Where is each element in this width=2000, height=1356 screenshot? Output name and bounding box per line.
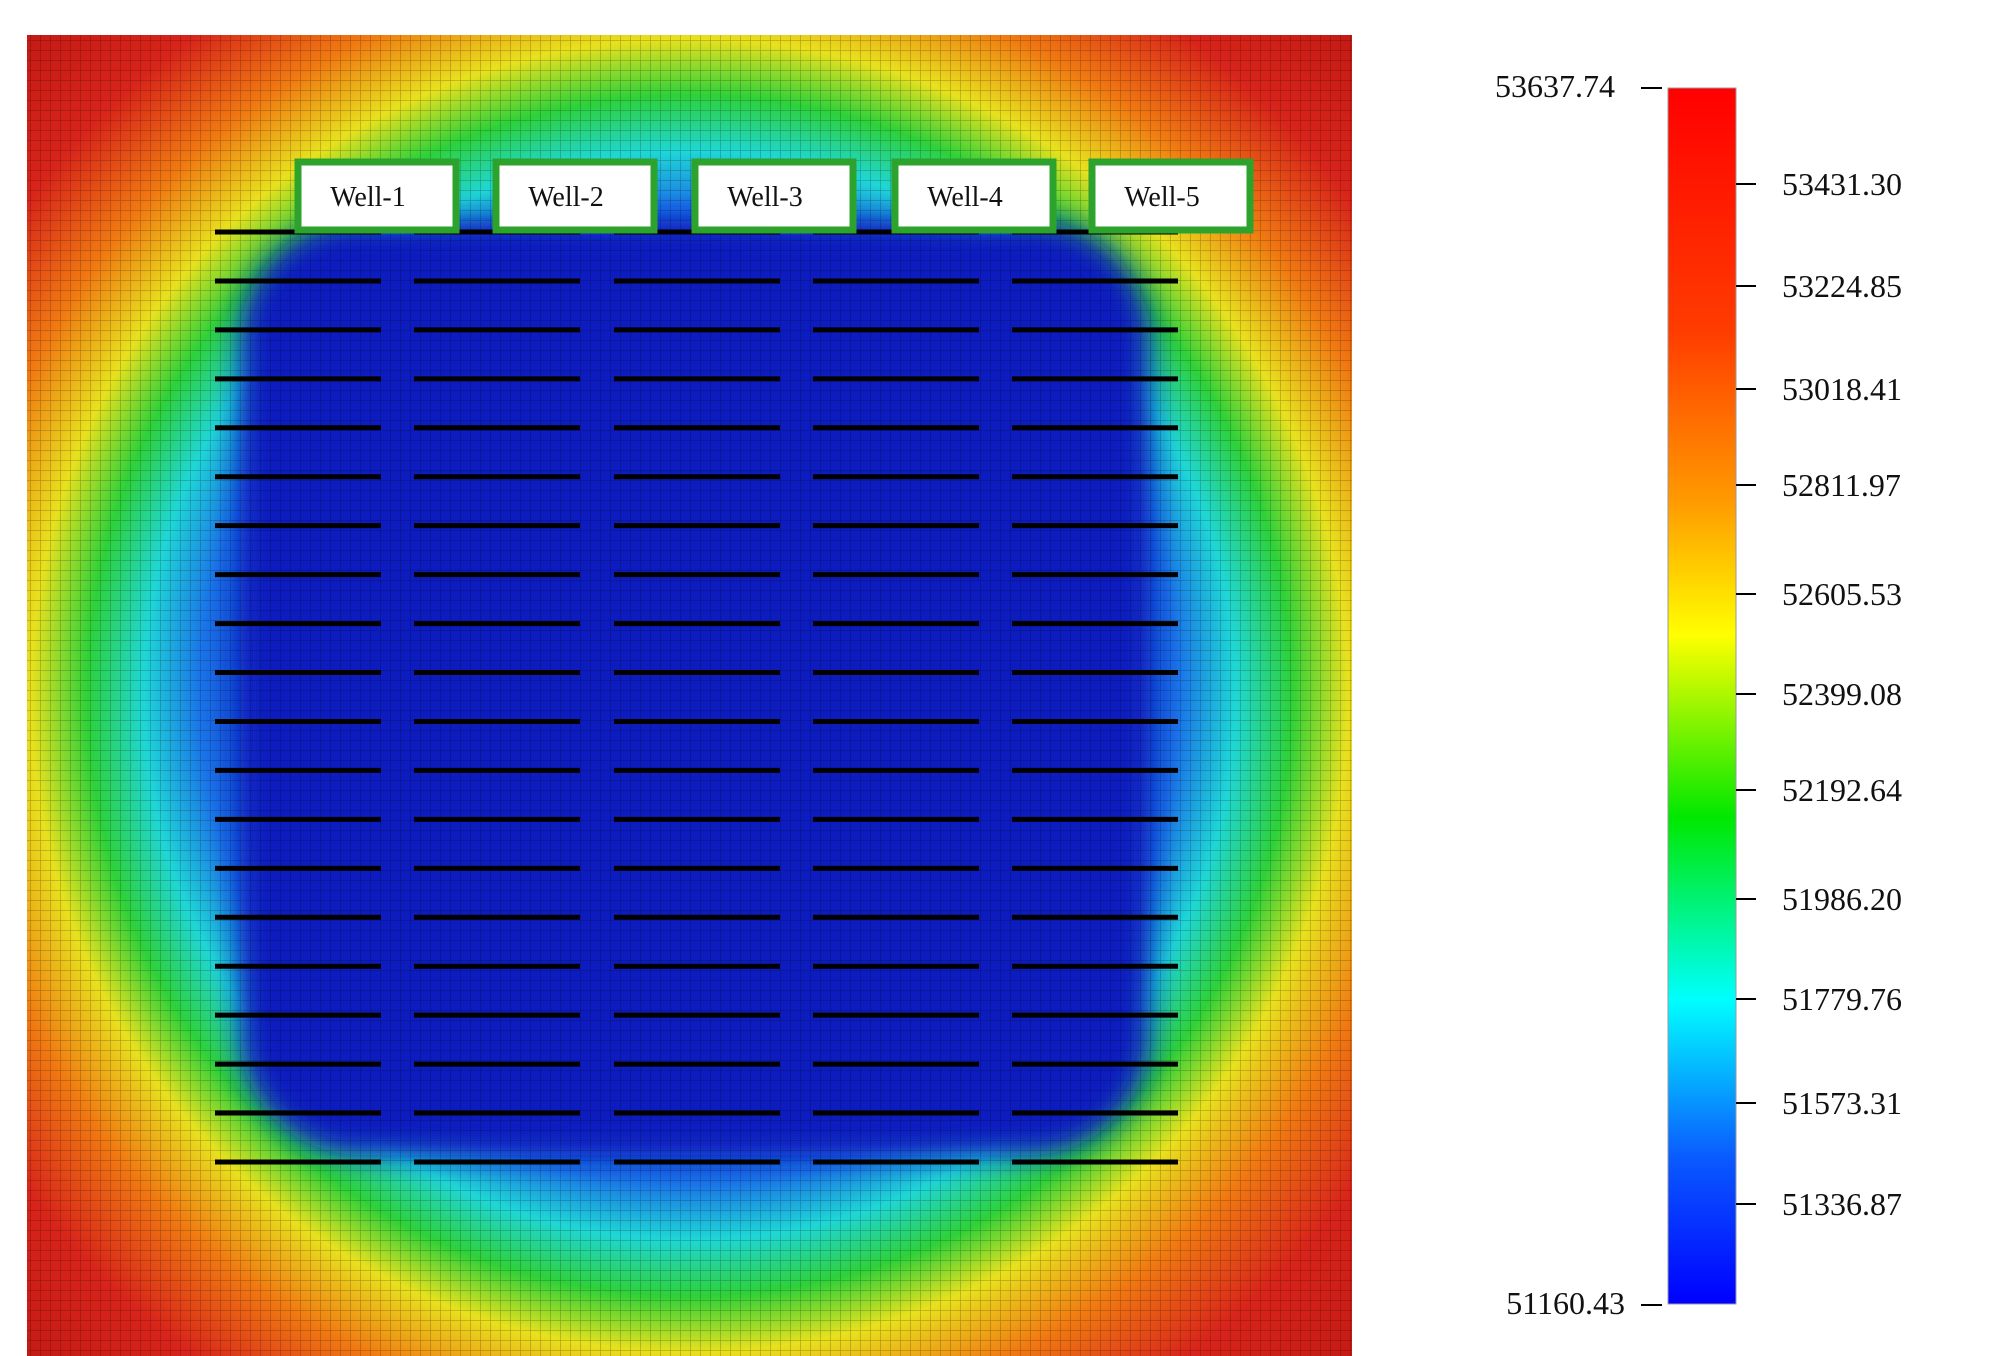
well-label-text: Well-2 <box>528 182 604 213</box>
well-label: Well-4 <box>891 158 1057 234</box>
well-label-box <box>1088 158 1254 234</box>
well-label-box <box>294 158 460 234</box>
colorbar-ticks: 53431.30 53224.85 53018.41 52811.97 52605.53… <box>1736 166 1902 1222</box>
well-label-text: Well-5 <box>1124 182 1200 213</box>
colorbar-tick-label: 51986.20 <box>1782 881 1902 917</box>
colorbar-tick-label: 52811.97 <box>1782 467 1901 503</box>
well-label: Well-5 <box>1088 158 1254 234</box>
colorbar: 53637.74 51160.43 53431.30 53224.85 53018.… <box>1495 68 1902 1321</box>
colorbar-tick-label: 52605.53 <box>1782 576 1902 612</box>
well-labels: Well-1 Well-2 Well-3 Well-4 Well-5 <box>294 158 1254 234</box>
well-label-text: Well-3 <box>727 182 803 213</box>
well-label: Well-1 <box>294 158 460 234</box>
well-label-text: Well-4 <box>927 182 1003 213</box>
colorbar-tick-label: 51573.31 <box>1782 1085 1902 1121</box>
heatmap-plot: Well-1 Well-2 Well-3 Well-4 Well-5 <box>27 35 1352 1356</box>
colorbar-max-label: 53637.74 <box>1495 68 1615 104</box>
colorbar-tick-label: 53018.41 <box>1782 371 1902 407</box>
mesh-grid <box>27 35 1352 1356</box>
well-label-text: Well-1 <box>330 182 406 213</box>
colorbar-tick-label: 51336.87 <box>1782 1186 1902 1222</box>
colorbar-tick-label: 52399.08 <box>1782 676 1902 712</box>
colorbar-gradient-bar <box>1667 87 1737 1305</box>
colorbar-tick-label: 53431.30 <box>1782 166 1902 202</box>
well-label: Well-2 <box>492 158 658 234</box>
well-label-box <box>691 158 857 234</box>
well-label-box <box>891 158 1057 234</box>
colorbar-tick-label: 53224.85 <box>1782 268 1902 304</box>
colorbar-tick-label: 52192.64 <box>1782 772 1902 808</box>
well-label-box <box>492 158 658 234</box>
well-label: Well-3 <box>691 158 857 234</box>
colorbar-tick-label: 51779.76 <box>1782 981 1902 1017</box>
colorbar-min-label: 51160.43 <box>1506 1285 1625 1321</box>
